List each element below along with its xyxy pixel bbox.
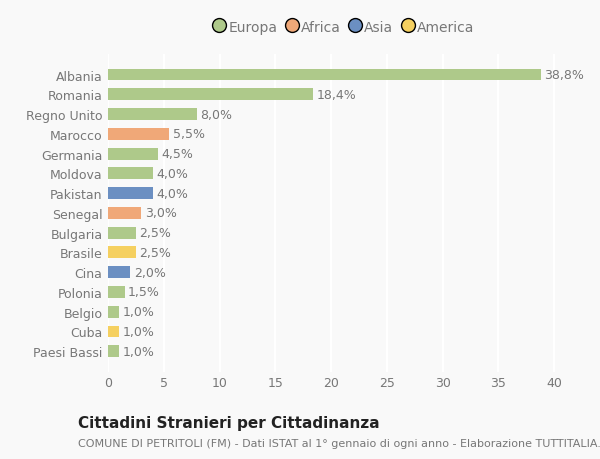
- Bar: [108, 326, 119, 338]
- Bar: [108, 69, 541, 81]
- Text: 2,0%: 2,0%: [134, 266, 166, 279]
- Text: 8,0%: 8,0%: [200, 108, 233, 121]
- Text: 1,0%: 1,0%: [122, 325, 154, 338]
- Bar: [108, 247, 136, 259]
- Text: 18,4%: 18,4%: [317, 89, 356, 101]
- Text: 2,5%: 2,5%: [139, 246, 171, 259]
- Bar: [108, 286, 125, 298]
- Bar: [108, 207, 142, 219]
- Bar: [108, 306, 119, 318]
- Bar: [108, 168, 152, 180]
- Bar: [108, 227, 136, 239]
- Legend: Europa, Africa, Asia, America: Europa, Africa, Asia, America: [215, 21, 475, 35]
- Text: 4,0%: 4,0%: [156, 168, 188, 180]
- Text: 5,5%: 5,5%: [173, 128, 205, 141]
- Bar: [108, 346, 119, 358]
- Text: 1,0%: 1,0%: [122, 345, 154, 358]
- Text: COMUNE DI PETRITOLI (FM) - Dati ISTAT al 1° gennaio di ogni anno - Elaborazione : COMUNE DI PETRITOLI (FM) - Dati ISTAT al…: [78, 438, 600, 448]
- Bar: [108, 89, 313, 101]
- Text: 4,5%: 4,5%: [161, 148, 193, 161]
- Text: 2,5%: 2,5%: [139, 227, 171, 240]
- Text: 4,0%: 4,0%: [156, 187, 188, 200]
- Bar: [108, 129, 169, 140]
- Text: Cittadini Stranieri per Cittadinanza: Cittadini Stranieri per Cittadinanza: [78, 415, 380, 431]
- Text: 38,8%: 38,8%: [544, 69, 584, 82]
- Bar: [108, 188, 152, 200]
- Text: 3,0%: 3,0%: [145, 207, 176, 220]
- Bar: [108, 109, 197, 121]
- Text: 1,5%: 1,5%: [128, 286, 160, 299]
- Bar: [108, 148, 158, 160]
- Text: 1,0%: 1,0%: [122, 306, 154, 319]
- Bar: [108, 267, 130, 279]
